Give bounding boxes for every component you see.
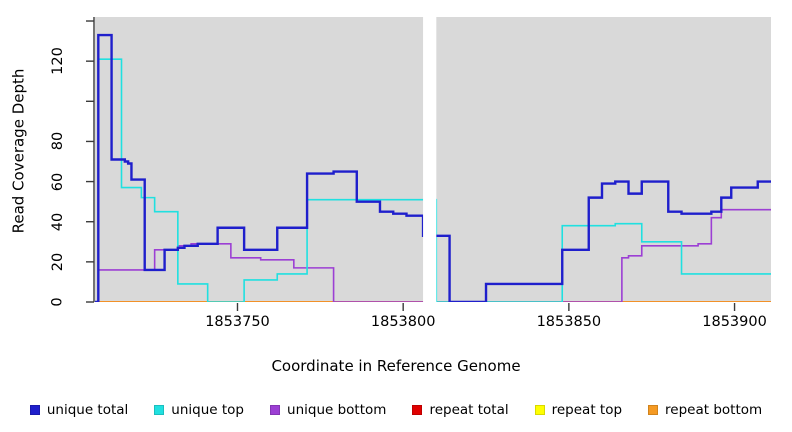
legend-item-label: unique total — [46, 402, 129, 418]
legend-item-label: unique top — [171, 402, 245, 418]
legend-item-label: unique bottom — [287, 402, 387, 418]
series-line-unique-total — [95, 33, 771, 302]
legend-swatch-icon — [534, 405, 545, 415]
legend-swatch-icon — [154, 405, 165, 415]
legend-item-unique-total[interactable]: unique total — [29, 402, 129, 418]
legend-item-repeat-bottom[interactable]: repeat bottom — [648, 402, 762, 418]
x-axis-title-text: Coordinate in Reference Genome — [271, 357, 521, 375]
x-axis-tick-label: 1853800 — [370, 314, 436, 330]
legend-item-label: repeat top — [551, 402, 623, 418]
legend-item-label: repeat bottom — [665, 402, 763, 418]
x-axis-tick-label: 1853900 — [702, 314, 767, 330]
chart-legend: unique total unique top unique bottom repea… — [0, 398, 792, 422]
legend-item-unique-top[interactable]: unique top — [154, 402, 244, 418]
coverage-gap-band — [423, 17, 437, 302]
legend-swatch-icon — [648, 405, 659, 415]
plot-area — [86, 17, 771, 311]
x-axis-tick-label: 1853850 — [536, 314, 602, 330]
legend-swatch-icon — [270, 405, 281, 415]
series-line-unique-top — [95, 58, 771, 302]
x-axis-title: Coordinate in Reference Genome — [0, 357, 792, 375]
series-group — [95, 33, 771, 302]
legend-item-unique-bottom[interactable]: unique bottom — [270, 402, 386, 418]
legend-item-repeat-top[interactable]: repeat top — [534, 402, 623, 418]
legend-item-label: repeat total — [429, 402, 509, 418]
x-axis-tick-label: 1853750 — [205, 314, 270, 330]
legend-swatch-icon — [29, 405, 40, 415]
legend-swatch-icon — [412, 405, 423, 415]
legend-item-repeat-total[interactable]: repeat total — [412, 402, 509, 418]
